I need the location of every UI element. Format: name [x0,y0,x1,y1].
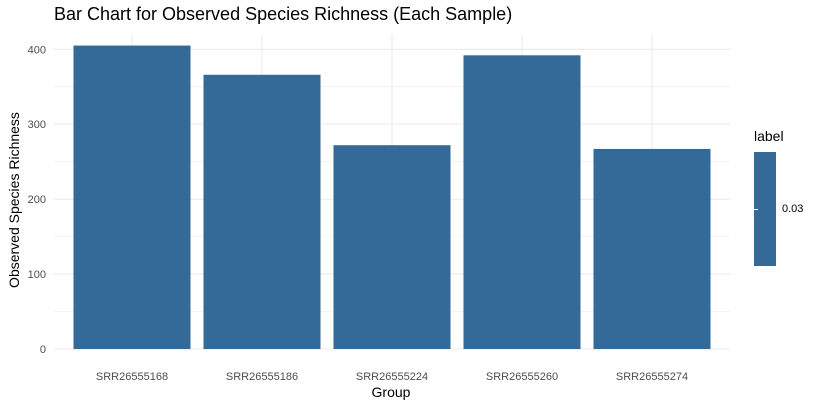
bar-SRR26555168 [73,45,191,350]
x-tick-label: SRR26555168 [96,371,168,383]
y-tick-label: 0 [40,344,46,356]
x-tick-label: SRR26555274 [616,371,688,383]
bar-SRR26555260 [463,55,581,349]
y-tick-label: 300 [28,119,46,131]
bar-SRR26555274 [593,148,711,349]
bars [73,45,711,350]
tick-labels: 0 100 200 300 400 SRR26555168 SRR26555186 SRR26… [28,44,688,383]
legend-color-key [754,152,776,266]
y-tick-label: 400 [28,44,46,56]
y-tick-label: 100 [28,269,46,281]
legend-tick-left [754,209,758,210]
y-tick-label: 200 [28,194,46,206]
x-axis-label: Group [371,384,411,400]
x-tick-label: SRR26555186 [226,371,298,383]
legend-title: label [754,128,784,144]
x-tick-label: SRR26555224 [356,371,428,383]
legend-label: 0.03 [782,203,804,215]
bar-SRR26555224 [333,145,451,349]
chart-title: Bar Chart for Observed Species Richness … [54,4,513,24]
bar-SRR26555186 [203,74,321,349]
legend-tick-right [776,209,780,210]
x-tick-label: SRR26555260 [486,371,558,383]
